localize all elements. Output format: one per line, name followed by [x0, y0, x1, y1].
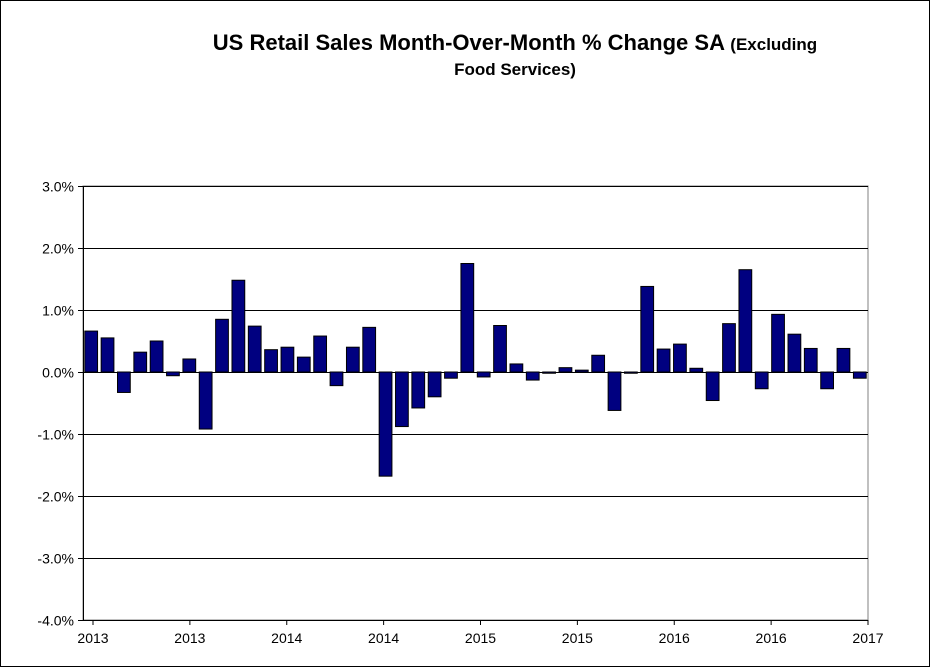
- bar: [264, 349, 278, 373]
- bar: [149, 340, 164, 373]
- bar: [460, 263, 475, 373]
- bar: [280, 346, 295, 373]
- bar: [215, 318, 229, 373]
- bar: [754, 371, 769, 390]
- plot-area: [82, 185, 869, 621]
- bar: [427, 371, 442, 398]
- bar: [117, 371, 131, 393]
- bar: [411, 371, 426, 409]
- chart-title: US Retail Sales Month-Over-Month % Chang…: [120, 30, 910, 56]
- x-tick-label: 2014: [368, 630, 399, 646]
- bar: [722, 323, 736, 373]
- x-tick-label: 2015: [562, 630, 593, 646]
- y-tick-label: 0.0%: [42, 365, 74, 381]
- bar: [542, 371, 556, 374]
- chart-title-main: US Retail Sales Month-Over-Month % Chang…: [212, 30, 725, 55]
- bar: [100, 337, 115, 373]
- y-tick-label: -4.0%: [37, 613, 74, 629]
- bar: [820, 371, 834, 390]
- y-tick-label: -1.0%: [37, 427, 74, 443]
- bar: [705, 371, 720, 402]
- bar: [738, 269, 753, 373]
- bar: [509, 363, 524, 373]
- x-tick-label: 2014: [271, 630, 302, 646]
- bar: [247, 325, 262, 373]
- bar: [836, 347, 851, 373]
- bar: [607, 371, 622, 411]
- bar: [591, 354, 606, 373]
- bar: [182, 358, 197, 373]
- bar: [166, 371, 180, 377]
- y-tick-label: -2.0%: [37, 489, 74, 505]
- y-tick-label: 1.0%: [42, 303, 74, 319]
- bar: [476, 371, 491, 378]
- bar: [345, 346, 360, 373]
- bar: [395, 371, 409, 428]
- bar: [444, 371, 458, 379]
- bar: [198, 371, 213, 430]
- bar: [574, 369, 589, 373]
- bar: [378, 371, 393, 477]
- y-tick-label: 3.0%: [42, 179, 74, 195]
- bar: [803, 347, 818, 373]
- chart-title-line2: Food Services): [454, 60, 576, 79]
- x-tick-label: 2016: [756, 630, 787, 646]
- bar: [329, 371, 344, 387]
- y-tick-label: -3.0%: [37, 551, 74, 567]
- bar: [525, 371, 540, 381]
- bar: [771, 313, 785, 373]
- bar: [673, 343, 687, 373]
- bar: [313, 335, 328, 373]
- chart-title-suffix: (Excluding: [730, 35, 818, 54]
- bar: [689, 367, 704, 373]
- bar: [787, 333, 802, 373]
- bar: [656, 348, 671, 373]
- x-tick-label: 2017: [852, 630, 883, 646]
- bar: [640, 285, 655, 373]
- bar: [231, 279, 246, 373]
- bar: [362, 326, 377, 373]
- bar: [852, 371, 867, 379]
- bar: [623, 371, 638, 374]
- x-tick-label: 2013: [77, 630, 108, 646]
- bar: [133, 351, 148, 373]
- bar: [493, 325, 507, 373]
- x-tick-label: 2015: [465, 630, 496, 646]
- bar: [84, 330, 99, 373]
- x-tick-label: 2016: [659, 630, 690, 646]
- x-tick-label: 2013: [174, 630, 205, 646]
- bar: [296, 356, 311, 373]
- bar: [558, 367, 573, 373]
- y-tick-label: 2.0%: [42, 241, 74, 257]
